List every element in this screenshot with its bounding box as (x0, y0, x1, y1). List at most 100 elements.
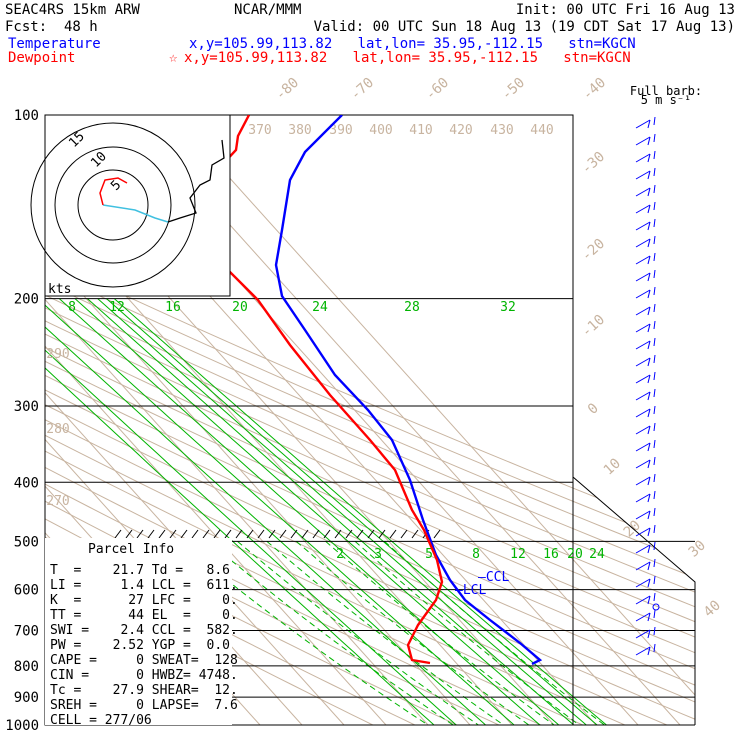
org-title: NCAR/MMM (234, 2, 301, 18)
fcst-label: Fcst: (5, 19, 47, 35)
wind-barb (635, 575, 656, 588)
wind-barb (635, 150, 656, 163)
hodograph-ring (77, 169, 149, 241)
wind-barb (635, 422, 656, 435)
wind-barb (635, 609, 656, 622)
wind-barb (635, 626, 656, 639)
hatch-mark (213, 529, 221, 539)
wind-barb (635, 388, 656, 401)
theta-label: 370 (248, 123, 271, 138)
model-title: SEAC4RS 15km ARW (5, 2, 140, 18)
hatch-mark (191, 529, 199, 539)
wind-barb (635, 201, 656, 214)
dewpoint-legend: Dewpoint (8, 50, 75, 66)
hatch-mark (367, 529, 375, 539)
dry-adiabat (45, 115, 584, 725)
wind-barb (635, 558, 656, 571)
theta-label: 420 (449, 123, 472, 138)
theta-label: 430 (490, 123, 513, 138)
theta-label: 290 (46, 347, 69, 362)
hatch-mark (334, 529, 342, 539)
plot-frame-right (572, 115, 696, 725)
wind-barb (635, 541, 656, 554)
parcel-info-box (45, 538, 232, 725)
moist-adiabat (325, 541, 555, 725)
temperature-profile (274, 115, 543, 666)
mixing-ratio-label: 2 (336, 547, 344, 562)
init-time: Init: 00 UTC Fri 16 Aug 13 (516, 2, 735, 18)
isotherm-line (45, 115, 429, 725)
pressure-tick-label: 300 (14, 399, 39, 415)
ccl-label: —CCL (478, 570, 509, 585)
dry-adiabat (45, 115, 695, 725)
moist-adiabat (384, 541, 605, 725)
hatch-mark (235, 529, 243, 539)
hatch-mark (411, 529, 419, 539)
hatch-mark (301, 529, 309, 539)
theta-label: 380 (288, 123, 311, 138)
pressure-tick-label: 1000 (5, 718, 39, 734)
wind-barb (635, 354, 656, 367)
hatch-mark (389, 529, 397, 539)
mixing-ratio-label: 32 (500, 300, 516, 315)
dry-adiabat (45, 115, 695, 725)
moist-adiabat (295, 541, 530, 725)
pressure-tick-label: 800 (14, 659, 39, 675)
dry-adiabat (45, 115, 695, 725)
hatch-mark (312, 529, 320, 539)
calm-wind-circle (652, 603, 660, 611)
isotherm-line (45, 115, 345, 725)
parcel-info-row: LI = 1.4 LCL = 611. (50, 578, 238, 593)
mixing-ratio-label: 3 (374, 547, 382, 562)
parcel-info-row: Tc = 27.9 SHEAR= 12. (50, 683, 238, 698)
wind-barb (635, 456, 656, 469)
full-barb-units: 5 m s⁻¹ (641, 93, 692, 107)
fcst-value: 48 h (64, 19, 98, 35)
moist-adiabat (207, 541, 454, 725)
hodograph-ring (54, 146, 172, 264)
hatch-mark (114, 529, 122, 539)
temperature-station-info: x,y=105.99,113.82 lat,lon= 35.95,-112.15… (189, 36, 636, 52)
mixing-ratio-label: 20 (232, 300, 248, 315)
theta-label: 270 (46, 494, 69, 509)
hodograph-trace (167, 139, 225, 223)
theta-label: 400 (369, 123, 392, 138)
wind-barb (635, 473, 656, 486)
hatch-mark (323, 529, 331, 539)
theta-label: 410 (409, 123, 432, 138)
isotherm-line (45, 115, 387, 725)
hatch-mark (158, 529, 166, 539)
pressure-tick-label: 500 (14, 534, 39, 550)
full-barb-label: Full barb: (630, 84, 702, 98)
wind-barb (635, 592, 656, 605)
wind-barb (635, 303, 656, 316)
moist-adiabat (237, 541, 479, 725)
wind-barb (635, 269, 656, 282)
parcel-info-row: TT = 44 EL = 0. (50, 608, 238, 623)
theta-label: 440 (530, 123, 553, 138)
wind-barb (635, 133, 656, 146)
hodograph-trace (99, 177, 128, 206)
moist-adiabat (354, 541, 580, 725)
mixing-ratio-label: 8 (68, 300, 76, 315)
pressure-tick-label: 700 (14, 624, 39, 640)
mixing-ratio-label: 16 (165, 300, 181, 315)
wind-barb (635, 167, 656, 180)
hatch-mark (246, 529, 254, 539)
hatch-mark (279, 529, 287, 539)
wind-barb (635, 507, 656, 520)
parcel-info-row: K = 27 LFC = 0. (50, 593, 238, 608)
wind-barb (635, 235, 656, 248)
dry-adiabat (45, 115, 695, 725)
dry-adiabat (45, 115, 695, 725)
wind-barb (635, 320, 656, 333)
dry-adiabat (45, 115, 695, 725)
pressure-tick-label: 200 (14, 292, 39, 308)
mixing-ratio-label: 28 (404, 300, 420, 315)
parcel-info-title: Parcel Info (88, 542, 174, 557)
valid-time: Valid: 00 UTC Sun 18 Aug 13 (19 CDT Sat … (314, 19, 735, 35)
hatch-mark (224, 529, 232, 539)
mixing-ratio-label: 16 (543, 547, 559, 562)
hodograph-units: kts (48, 282, 71, 297)
mixing-ratio-label: 5 (425, 547, 433, 562)
